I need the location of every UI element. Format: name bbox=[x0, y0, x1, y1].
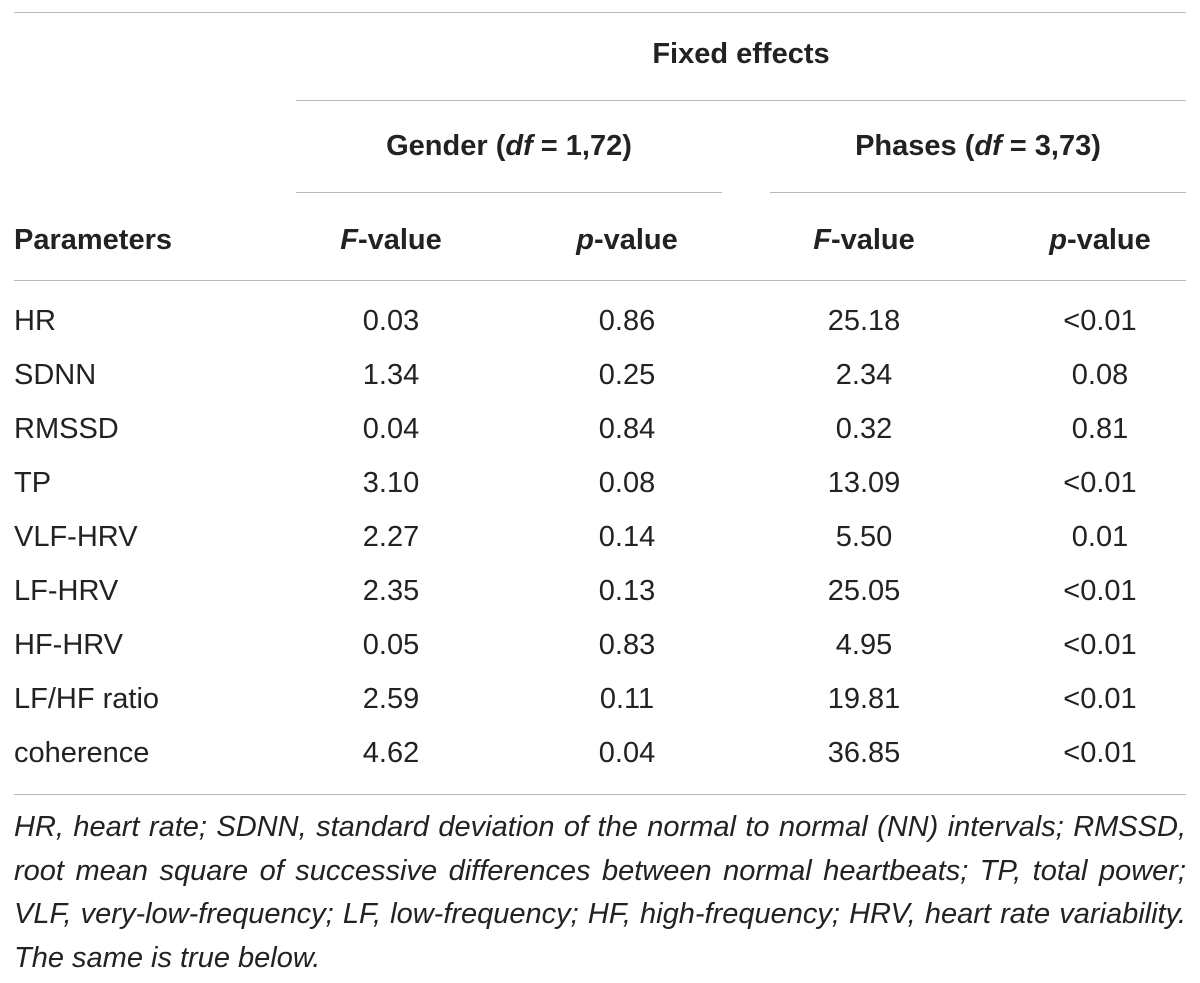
parameter-cell: RMSSD bbox=[14, 413, 119, 445]
gender-group-suffix: = 1,72) bbox=[532, 130, 632, 162]
phases-group-header: Phases (df = 3,73) bbox=[770, 129, 1186, 163]
phases-p-cell: <0.01 bbox=[1063, 575, 1137, 607]
gender-group-header: Gender (df = 1,72) bbox=[296, 129, 722, 163]
p-variable: p bbox=[1049, 224, 1067, 256]
gender-f-value-header: F-value bbox=[291, 223, 491, 257]
parameter-cell: LF/HF ratio bbox=[14, 683, 160, 715]
gender-p-cell: 0.14 bbox=[598, 521, 656, 553]
f-variable: F bbox=[340, 224, 358, 256]
gender-df-label: df bbox=[505, 130, 533, 162]
gender-p-cell: 0.04 bbox=[598, 737, 656, 769]
phases-f-cell: 36.85 bbox=[827, 737, 901, 769]
phases-p-cell: 0.01 bbox=[1071, 521, 1129, 553]
gender-group-prefix: Gender ( bbox=[386, 130, 506, 162]
parameter-cell: TP bbox=[14, 467, 52, 499]
top-rule bbox=[14, 12, 1186, 13]
phases-p-cell: <0.01 bbox=[1063, 737, 1137, 769]
phases-p-cell: <0.01 bbox=[1063, 305, 1137, 337]
gender-p-cell: 0.11 bbox=[599, 683, 655, 715]
gender-f-cell: 0.03 bbox=[362, 305, 420, 337]
phases-group-rule bbox=[770, 192, 1186, 193]
phases-f-cell: 4.95 bbox=[835, 629, 893, 661]
header-bottom-rule bbox=[14, 280, 1186, 281]
gender-f-cell: 2.27 bbox=[362, 521, 420, 553]
gender-p-cell: 0.86 bbox=[598, 305, 656, 337]
value-suffix: -value bbox=[357, 224, 442, 256]
phases-f-cell: 13.09 bbox=[827, 467, 901, 499]
parameter-cell: HR bbox=[14, 305, 56, 337]
phases-p-cell: <0.01 bbox=[1063, 467, 1137, 499]
phases-f-cell: 25.05 bbox=[827, 575, 901, 607]
phases-group-prefix: Phases ( bbox=[855, 130, 975, 162]
phases-f-cell: 0.32 bbox=[835, 413, 893, 445]
gender-f-cell: 2.35 bbox=[362, 575, 420, 607]
value-suffix: -value bbox=[593, 224, 678, 256]
gender-p-cell: 0.13 bbox=[598, 575, 656, 607]
gender-p-cell: 0.08 bbox=[598, 467, 656, 499]
phases-p-cell: 0.08 bbox=[1071, 359, 1129, 391]
table-footnote: HR, heart rate; SDNN, standard deviation… bbox=[14, 811, 1186, 974]
value-suffix: -value bbox=[830, 224, 915, 256]
fixed-effects-header: Fixed effects bbox=[652, 38, 830, 70]
gender-p-cell: 0.84 bbox=[598, 413, 656, 445]
gender-f-cell: 1.34 bbox=[362, 359, 420, 391]
gender-p-cell: 0.25 bbox=[598, 359, 656, 391]
value-suffix: -value bbox=[1066, 224, 1151, 256]
fixed-effects-rule bbox=[296, 100, 1186, 101]
gender-p-cell: 0.83 bbox=[598, 629, 656, 661]
parameter-cell: VLF-HRV bbox=[14, 521, 138, 553]
phases-f-cell: 19.81 bbox=[827, 683, 901, 715]
gender-group-rule bbox=[296, 192, 722, 193]
p-variable: p bbox=[576, 224, 594, 256]
gender-p-value-header: p-value bbox=[527, 223, 727, 257]
phases-p-cell: <0.01 bbox=[1063, 629, 1137, 661]
parameter-cell: HF-HRV bbox=[14, 629, 124, 661]
gender-f-cell: 4.62 bbox=[362, 737, 420, 769]
f-variable: F bbox=[813, 224, 831, 256]
parameter-cell: coherence bbox=[14, 737, 150, 769]
phases-f-cell: 2.34 bbox=[835, 359, 893, 391]
phases-group-suffix: = 3,73) bbox=[1001, 130, 1101, 162]
phases-f-value-header: F-value bbox=[764, 223, 964, 257]
parameter-cell: LF-HRV bbox=[14, 575, 119, 607]
phases-f-cell: 25.18 bbox=[827, 305, 901, 337]
phases-df-label: df bbox=[974, 130, 1002, 162]
gender-f-cell: 0.04 bbox=[362, 413, 420, 445]
phases-p-cell: 0.81 bbox=[1071, 413, 1129, 445]
gender-f-cell: 3.10 bbox=[362, 467, 420, 499]
parameter-cell: SDNN bbox=[14, 359, 97, 391]
phases-f-cell: 5.50 bbox=[835, 521, 893, 553]
table-bottom-rule bbox=[14, 794, 1186, 795]
phases-p-value-header: p-value bbox=[1000, 223, 1200, 257]
phases-p-cell: <0.01 bbox=[1063, 683, 1137, 715]
gender-f-cell: 2.59 bbox=[362, 683, 420, 715]
gender-f-cell: 0.05 bbox=[362, 629, 420, 661]
parameters-column-header: Parameters bbox=[14, 224, 172, 256]
